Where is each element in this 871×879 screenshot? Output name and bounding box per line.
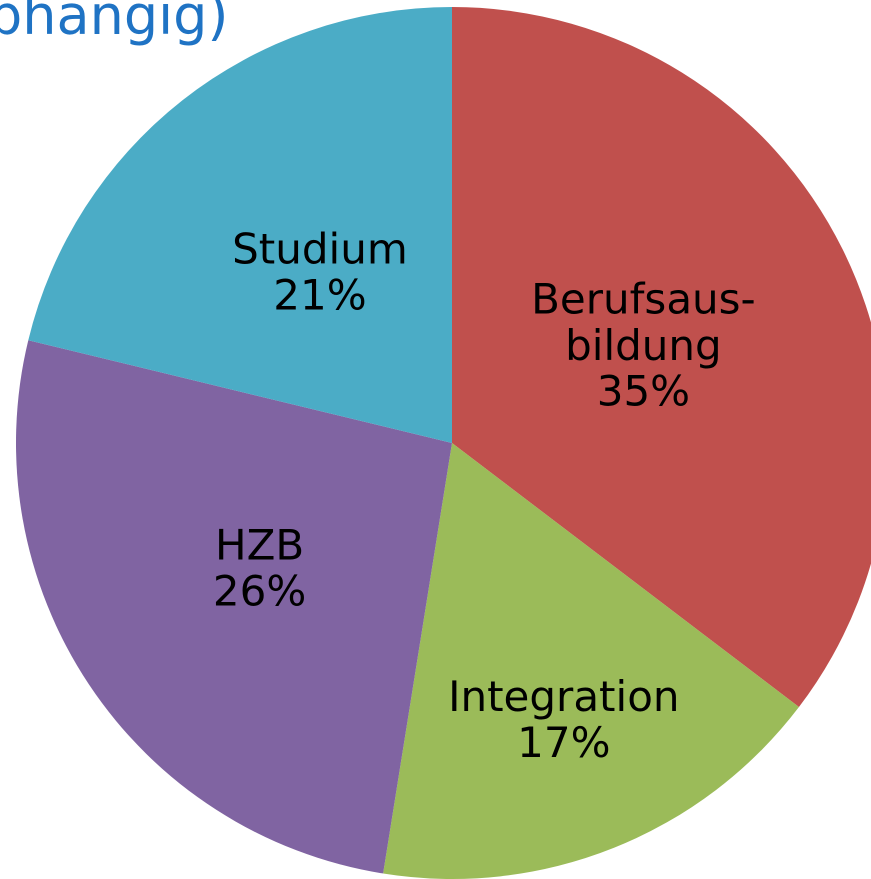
slice-label: HZB	[215, 520, 304, 569]
chart-title: bhängig)	[0, 0, 228, 47]
slice-value-label: 17%	[517, 718, 610, 767]
pie-slice	[16, 340, 452, 874]
pie-slice	[452, 7, 871, 708]
slice-label: Integration	[448, 672, 679, 721]
slice-value-label: 35%	[597, 367, 690, 416]
slice-label: Studium	[232, 225, 408, 274]
pie-slice	[28, 7, 452, 443]
slice-value-label: 26%	[213, 566, 306, 615]
pie-slice	[383, 443, 799, 879]
slice-value-label: 21%	[273, 271, 366, 320]
slice-label: Berufsaus-bildung	[531, 275, 756, 370]
